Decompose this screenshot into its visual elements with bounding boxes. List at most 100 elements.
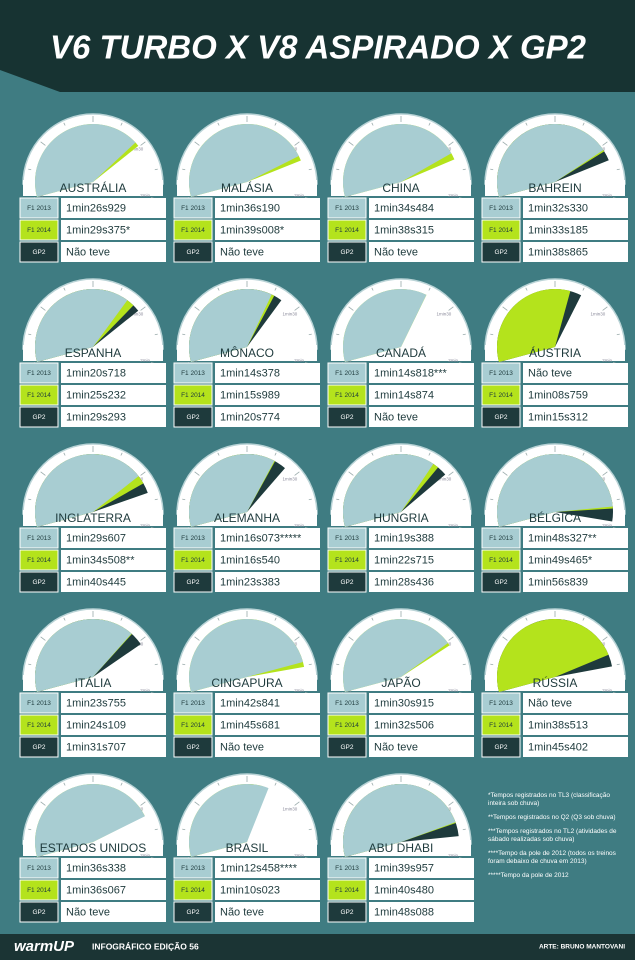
- time-box: [215, 407, 320, 427]
- tag-box: [481, 197, 521, 219]
- circuit-card: 0s30s1min1min302minCHINAF1 20131min34s48…: [327, 113, 474, 263]
- time-value: 1min15s989: [220, 389, 280, 401]
- tag-label: GP2: [340, 909, 353, 916]
- time-box: [369, 550, 474, 570]
- circuit-name: ESTADOS UNIDOS: [40, 841, 146, 855]
- dial-tick: [348, 471, 354, 476]
- circuit-name: BÉLGICA: [529, 510, 581, 525]
- tag-box: [19, 901, 59, 923]
- dial-label: 1min30: [282, 476, 297, 481]
- dial-tick: [194, 306, 200, 311]
- dial-tick: [582, 452, 585, 456]
- time-value: 1min33s185: [528, 224, 588, 236]
- circuit-name: ALEMANHA: [214, 511, 280, 525]
- time-value: 1min29s375*: [66, 224, 131, 236]
- dial-tick: [63, 287, 66, 291]
- time-value: 1min16s540: [220, 554, 280, 566]
- dial-tick: [428, 452, 431, 456]
- dial-tick: [194, 801, 200, 806]
- tag-box: [173, 384, 213, 406]
- dial-tick: [217, 287, 220, 291]
- tag-box: [19, 241, 59, 263]
- dial-tick: [525, 287, 528, 291]
- dial-label: 2min: [140, 688, 150, 693]
- dial-label: 1min30: [282, 806, 297, 811]
- dial-tick: [294, 471, 300, 476]
- circuit-card: 0s30s1min1min302minMÔNACOF1 20131min14s3…: [173, 278, 320, 428]
- footer-band: [0, 934, 635, 960]
- time-value: 1min14s818***: [374, 367, 447, 379]
- dial-tick: [40, 636, 46, 641]
- time-box: [523, 363, 628, 383]
- time-value: 1min28s436: [374, 576, 434, 588]
- dial-tick: [348, 306, 354, 311]
- circuit-name: ESPANHA: [65, 346, 121, 360]
- dial-tick: [274, 782, 277, 786]
- circuit-card: 0s30s1min1min302minESPANHAF1 20131min20s…: [19, 278, 166, 428]
- dial-tick: [336, 828, 340, 831]
- dial-label: 1min30: [590, 311, 605, 316]
- dial-tick: [336, 333, 340, 336]
- time-box: [61, 737, 166, 757]
- tag-label: F1 2014: [489, 722, 513, 729]
- tag-label: GP2: [340, 744, 353, 751]
- tag-box: [481, 571, 521, 593]
- tag-label: GP2: [32, 909, 45, 916]
- dial-tick: [274, 617, 277, 621]
- footer-edition: INFOGRÁFICO EDIÇÃO 56: [92, 941, 199, 951]
- circuit-name: INGLATERRA: [55, 511, 131, 525]
- dial-tick: [502, 636, 508, 641]
- dial-tick: [28, 828, 32, 831]
- time-value: Não teve: [528, 367, 572, 379]
- time-value: 1min49s465*: [528, 554, 593, 566]
- tag-label: F1 2013: [27, 535, 51, 542]
- dial-tick: [448, 141, 454, 146]
- time-box: [215, 385, 320, 405]
- time-box: [523, 242, 628, 262]
- dial-tick: [616, 333, 620, 336]
- time-value: 1min48s088: [374, 906, 434, 918]
- time-value: 1min39s008*: [220, 224, 285, 236]
- time-value: Não teve: [374, 246, 418, 258]
- dial-tick: [274, 452, 277, 456]
- tag-box: [481, 549, 521, 571]
- dial-tick: [616, 168, 620, 171]
- time-wedge: [35, 124, 136, 198]
- circuit-card: 0s30s1min1min302minBÉLGICAF1 20131min48s…: [481, 443, 628, 593]
- time-value: 1min34s508**: [66, 554, 135, 566]
- time-box: [61, 528, 166, 548]
- time-box: [61, 693, 166, 713]
- tag-label: GP2: [186, 909, 199, 916]
- time-box: [61, 858, 166, 878]
- time-value: 1min38s315: [374, 224, 434, 236]
- time-box: [215, 880, 320, 900]
- dial-tick: [63, 617, 66, 621]
- tag-label: F1 2013: [335, 535, 359, 542]
- dial-label: 2min: [294, 688, 304, 693]
- time-value: Não teve: [528, 697, 572, 709]
- dial-label: 2min: [294, 193, 304, 198]
- dial-tick: [616, 663, 620, 666]
- tag-box: [173, 362, 213, 384]
- page-title: V6 TURBO X V8 ASPIRADO X GP2: [50, 29, 587, 66]
- tag-box: [19, 736, 59, 758]
- tag-label: F1 2014: [335, 557, 359, 564]
- dial-label: 2min: [602, 358, 612, 363]
- dial-tick: [462, 663, 466, 666]
- tag-box: [481, 692, 521, 714]
- time-value: 1min45s681: [220, 719, 280, 731]
- dial-tick: [120, 617, 123, 621]
- dial-label: 2min: [448, 853, 458, 858]
- circuit-card: 0s30s1min1min302minAUSTRÁLIAF1 20131min2…: [19, 113, 166, 263]
- time-box: [61, 242, 166, 262]
- dial-tick: [182, 663, 186, 666]
- dial-label: 2min: [448, 193, 458, 198]
- circuit-name: BRASIL: [226, 841, 269, 855]
- time-wedge: [188, 123, 299, 198]
- time-value: 1min26s929: [66, 202, 126, 214]
- time-wedge: [342, 123, 452, 198]
- time-value: 1min22s715: [374, 554, 434, 566]
- note: *Tempos registrados no TL3 (classificaçã…: [488, 792, 610, 807]
- dial-tick: [428, 782, 431, 786]
- time-value: 1min31s707: [66, 741, 126, 753]
